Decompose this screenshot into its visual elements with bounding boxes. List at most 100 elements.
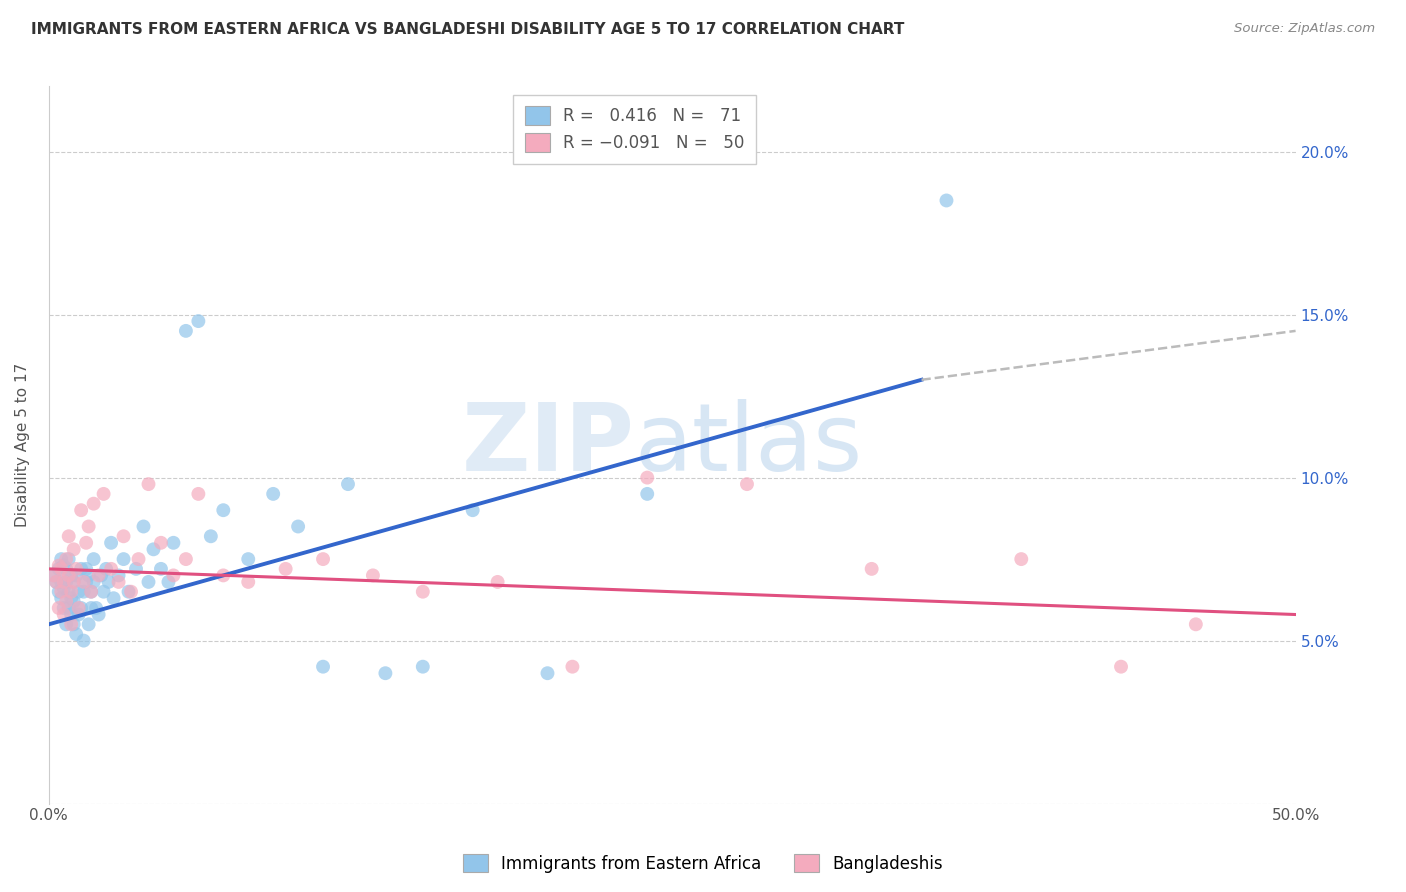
Point bbox=[65, 562, 87, 576]
Point bbox=[112, 529, 135, 543]
Point bbox=[120, 584, 142, 599]
Point bbox=[52, 574, 75, 589]
Point bbox=[187, 487, 209, 501]
Point bbox=[67, 584, 90, 599]
Point bbox=[60, 584, 83, 599]
Point bbox=[51, 591, 73, 606]
Point bbox=[312, 659, 335, 673]
Point bbox=[45, 574, 67, 589]
Point bbox=[97, 574, 120, 589]
Point bbox=[73, 574, 96, 589]
Point bbox=[58, 529, 80, 543]
Point bbox=[107, 574, 129, 589]
Point bbox=[83, 574, 105, 589]
Point bbox=[117, 584, 139, 599]
Point bbox=[51, 552, 73, 566]
Point bbox=[149, 562, 172, 576]
Point bbox=[312, 552, 335, 566]
Point bbox=[1010, 552, 1032, 566]
Point bbox=[70, 503, 93, 517]
Point bbox=[55, 552, 77, 566]
Point bbox=[138, 477, 160, 491]
Point bbox=[361, 568, 384, 582]
Point bbox=[238, 574, 260, 589]
Point bbox=[60, 607, 83, 622]
Point bbox=[75, 536, 97, 550]
Point bbox=[52, 558, 75, 573]
Point bbox=[73, 584, 96, 599]
Point bbox=[200, 529, 222, 543]
Point bbox=[94, 562, 117, 576]
Point bbox=[70, 601, 93, 615]
Point bbox=[174, 324, 197, 338]
Point bbox=[274, 562, 297, 576]
Point bbox=[52, 601, 75, 615]
Point bbox=[212, 568, 235, 582]
Point bbox=[337, 477, 360, 491]
Point bbox=[67, 601, 90, 615]
Point bbox=[93, 584, 115, 599]
Point bbox=[636, 470, 658, 484]
Point bbox=[80, 601, 103, 615]
Point bbox=[87, 568, 110, 582]
Point bbox=[103, 591, 125, 606]
Point bbox=[142, 542, 165, 557]
Point bbox=[80, 584, 103, 599]
Point bbox=[561, 659, 583, 673]
Point bbox=[55, 574, 77, 589]
Point bbox=[51, 574, 73, 589]
Point bbox=[87, 607, 110, 622]
Point bbox=[60, 568, 83, 582]
Point bbox=[58, 584, 80, 599]
Point bbox=[83, 552, 105, 566]
Point bbox=[52, 582, 75, 596]
Point bbox=[42, 568, 65, 582]
Point bbox=[77, 519, 100, 533]
Point bbox=[52, 607, 75, 622]
Point bbox=[48, 601, 70, 615]
Point bbox=[62, 574, 84, 589]
Point bbox=[55, 562, 77, 576]
Point bbox=[187, 314, 209, 328]
Point bbox=[461, 503, 484, 517]
Text: atlas: atlas bbox=[634, 399, 863, 491]
Point bbox=[486, 574, 509, 589]
Point bbox=[62, 617, 84, 632]
Point bbox=[58, 552, 80, 566]
Y-axis label: Disability Age 5 to 17: Disability Age 5 to 17 bbox=[15, 363, 30, 527]
Point bbox=[58, 568, 80, 582]
Point bbox=[128, 552, 150, 566]
Point bbox=[84, 601, 107, 615]
Point bbox=[65, 627, 87, 641]
Point bbox=[100, 536, 122, 550]
Point bbox=[67, 607, 90, 622]
Point bbox=[287, 519, 309, 533]
Point bbox=[90, 568, 112, 582]
Point bbox=[112, 552, 135, 566]
Point bbox=[412, 659, 434, 673]
Point bbox=[48, 584, 70, 599]
Point bbox=[80, 584, 103, 599]
Point bbox=[162, 536, 184, 550]
Point bbox=[48, 558, 70, 573]
Point bbox=[107, 568, 129, 582]
Point bbox=[935, 194, 957, 208]
Legend: R =   0.416   N =   71, R = −0.091   N =   50: R = 0.416 N = 71, R = −0.091 N = 50 bbox=[513, 95, 756, 164]
Point bbox=[735, 477, 758, 491]
Point bbox=[212, 503, 235, 517]
Point bbox=[1185, 617, 1208, 632]
Point bbox=[51, 584, 73, 599]
Point bbox=[48, 562, 70, 576]
Point bbox=[77, 617, 100, 632]
Point bbox=[62, 542, 84, 557]
Text: Source: ZipAtlas.com: Source: ZipAtlas.com bbox=[1234, 22, 1375, 36]
Point bbox=[51, 562, 73, 576]
Point bbox=[62, 594, 84, 608]
Text: ZIP: ZIP bbox=[463, 399, 634, 491]
Point bbox=[262, 487, 284, 501]
Point bbox=[1109, 659, 1132, 673]
Point bbox=[60, 617, 83, 632]
Point bbox=[65, 568, 87, 582]
Point bbox=[412, 584, 434, 599]
Point bbox=[55, 617, 77, 632]
